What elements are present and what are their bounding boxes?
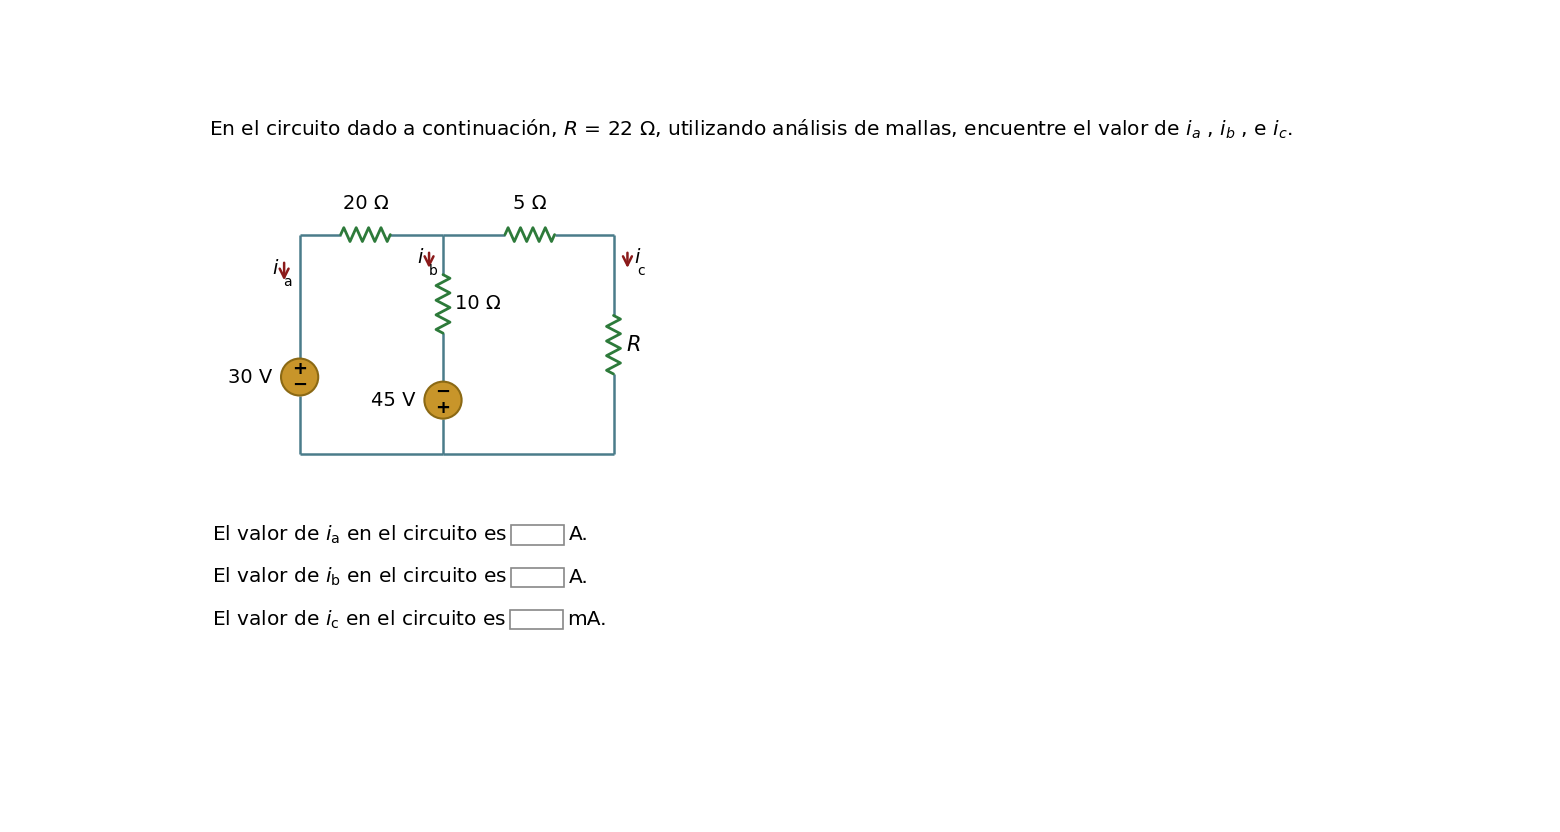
Text: −: −	[435, 384, 451, 401]
Text: 20 Ω: 20 Ω	[343, 194, 388, 213]
Text: $i$: $i$	[417, 248, 424, 267]
Text: 5 Ω: 5 Ω	[513, 194, 546, 213]
Circle shape	[424, 382, 462, 418]
Text: +: +	[435, 399, 451, 417]
Text: El valor de $i_{\mathrm{a}}$ en el circuito es: El valor de $i_{\mathrm{a}}$ en el circu…	[212, 523, 509, 546]
Text: +: +	[292, 360, 307, 379]
Text: a: a	[284, 275, 292, 290]
Text: A.: A.	[568, 525, 588, 544]
Text: El valor de $i_{\mathrm{b}}$ en el circuito es: El valor de $i_{\mathrm{b}}$ en el circu…	[212, 566, 509, 588]
Text: mA.: mA.	[568, 610, 607, 629]
Text: $R$: $R$	[626, 334, 641, 354]
Text: 30 V: 30 V	[228, 368, 273, 387]
Text: A.: A.	[569, 567, 588, 587]
Text: c: c	[638, 265, 646, 278]
Text: −: −	[292, 376, 307, 394]
Text: 10 Ω: 10 Ω	[456, 295, 501, 314]
Text: b: b	[429, 265, 437, 278]
Circle shape	[281, 359, 318, 395]
Text: En el circuito dado a continuación, $R$ = 22 $\Omega$, utilizando análisis de ma: En el circuito dado a continuación, $R$ …	[209, 117, 1293, 141]
Text: $i$: $i$	[633, 248, 641, 267]
Text: El valor de $i_{\mathrm{c}}$ en el circuito es: El valor de $i_{\mathrm{c}}$ en el circu…	[212, 608, 507, 631]
Text: $i$: $i$	[271, 259, 279, 278]
Bar	[512, 525, 563, 544]
Bar	[512, 567, 565, 587]
Bar	[510, 610, 563, 629]
Text: 45 V: 45 V	[371, 391, 417, 409]
